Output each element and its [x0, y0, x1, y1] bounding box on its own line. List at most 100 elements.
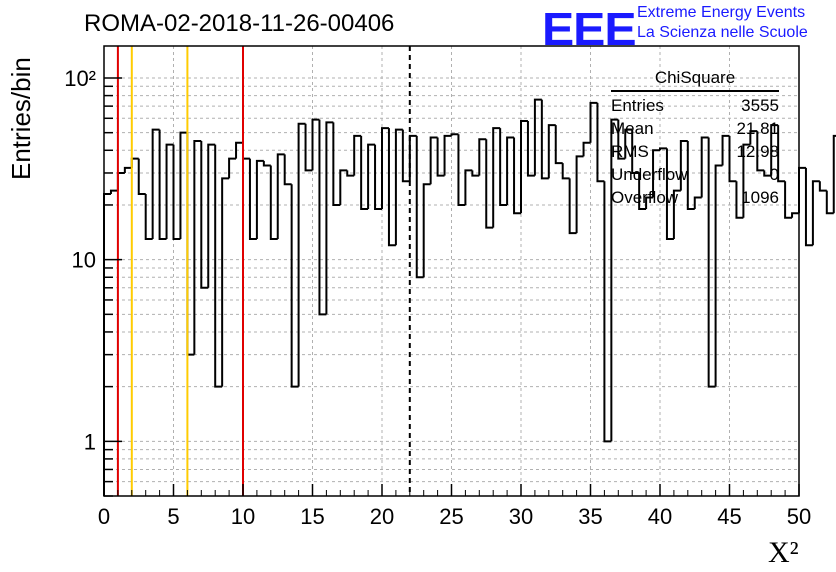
histogram-bin [214, 144, 223, 388]
histogram-bin [318, 119, 327, 316]
histogram-bin [770, 124, 779, 176]
histogram-bin [422, 183, 431, 278]
histogram-bin [526, 120, 535, 177]
histogram-bin [478, 138, 487, 176]
histogram-bin [290, 184, 299, 388]
histogram-bin [693, 196, 702, 210]
histogram-bin [818, 181, 827, 192]
histogram-bin [408, 134, 417, 182]
eee-logo: EEE [542, 3, 637, 55]
histogram-bin [575, 155, 584, 234]
histogram-bin [568, 178, 577, 235]
histogram-bin [353, 134, 362, 176]
stats-row-entries: Entries 3555 [611, 94, 779, 117]
histogram-bin [443, 134, 452, 176]
histogram-bin [804, 167, 813, 247]
histogram-bin [652, 149, 660, 198]
histogram-bin [492, 127, 501, 228]
histogram-bin [186, 132, 195, 356]
stats-label: Mean [611, 119, 654, 138]
histogram-bin [589, 101, 598, 143]
histogram-bin [561, 163, 570, 180]
histogram-bin [679, 139, 688, 191]
histogram-bin [832, 134, 836, 214]
histogram-bin [798, 166, 806, 214]
histogram-bin [172, 144, 181, 240]
histogram-bin [499, 128, 508, 206]
x-tick-label: 0 [98, 504, 110, 529]
logo-text: Extreme Energy Events La Scienza nelle S… [637, 3, 808, 43]
stats-value: 12.98 [736, 142, 779, 161]
histogram-bin [332, 122, 341, 206]
threshold-lines [116, 46, 411, 496]
histogram-bin [165, 143, 174, 239]
stats-row-overflow: Overflow 1096 [611, 186, 779, 209]
stats-label: Underflow [611, 165, 688, 184]
stats-row-mean: Mean 21.81 [611, 117, 779, 140]
histogram-bin [415, 135, 424, 279]
histogram-bin [248, 158, 257, 240]
histogram-bin [394, 128, 403, 246]
histogram-bin [686, 140, 695, 211]
histogram-bars [103, 98, 836, 496]
histogram-bin [791, 212, 799, 218]
histogram-bin [262, 160, 271, 167]
logo-line-1: Extreme Energy Events [637, 4, 806, 21]
histogram-bin [221, 177, 230, 387]
y-axis-ticks: 1 10 10² [64, 66, 122, 497]
histogram-bin [777, 125, 786, 183]
stats-value: 3555 [741, 96, 779, 115]
histogram-bin [193, 139, 202, 355]
histogram-bin [533, 98, 542, 176]
histogram-bin [429, 136, 438, 185]
histogram-bin [825, 190, 834, 215]
histogram-bin [207, 143, 216, 288]
histogram-bin [707, 137, 716, 388]
histogram-bin [540, 99, 549, 180]
histogram-bin [200, 140, 209, 289]
stats-box: ChiSquare Entries 3555 Mean 21.81 RMS 12… [611, 68, 779, 209]
stats-row-rms: RMS 12.98 [611, 140, 779, 163]
chart-title: ROMA-02-2018-11-26-00406 [84, 10, 395, 37]
histogram-bin [401, 129, 410, 183]
histogram-bin [610, 118, 619, 442]
x-tick-label: 30 [509, 504, 533, 529]
histogram-bin [485, 139, 494, 229]
histogram-bin [811, 180, 820, 246]
y-axis-label: Entries/bin [6, 57, 36, 180]
histogram-bin [269, 165, 278, 240]
histogram-bin [749, 130, 758, 145]
histogram-bin [596, 102, 605, 183]
histogram-bin [756, 131, 765, 172]
histogram-bin [116, 171, 125, 191]
histogram-bin [109, 189, 118, 194]
x-tick-label: 5 [167, 504, 179, 529]
histogram-bin [123, 166, 132, 173]
histogram-bin [638, 172, 647, 211]
y-tick-label: 10² [64, 66, 96, 91]
histogram-bin [137, 158, 146, 195]
stats-value: 0 [769, 165, 779, 184]
histogram-bin [631, 129, 640, 174]
stats-value: 21.81 [736, 119, 779, 138]
histogram-bin [144, 193, 153, 240]
x-tick-label: 10 [231, 504, 255, 529]
histogram-bin [450, 133, 459, 136]
histogram-bin [151, 128, 160, 239]
histogram-bin [158, 129, 167, 240]
histogram-bin [228, 157, 237, 179]
histogram-bin [624, 128, 633, 159]
x-tick-label: 50 [787, 504, 811, 529]
histogram-bin [276, 153, 285, 239]
histogram-bin [346, 170, 355, 177]
histogram-bin [235, 141, 243, 159]
histogram-bin [763, 170, 772, 177]
stats-value: 1096 [741, 188, 779, 207]
stats-title: ChiSquare [611, 68, 779, 92]
histogram-bin [603, 181, 612, 443]
histogram-bin [672, 189, 681, 239]
stats-label: Entries [611, 96, 664, 115]
histogram-bin [471, 170, 480, 177]
histogram-bin [255, 159, 264, 239]
histogram-bin [387, 128, 396, 247]
